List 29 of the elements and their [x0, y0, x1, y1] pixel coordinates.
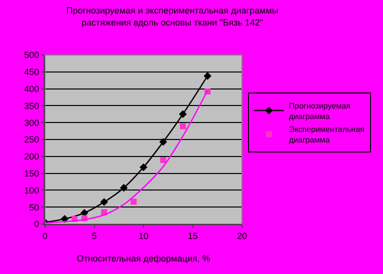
point [204, 72, 212, 80]
x-axis-title: Относительная деформация, % [76, 254, 210, 264]
y-tick-label: 250 [24, 134, 40, 145]
y-tick-label: 400 [24, 84, 40, 94]
x-tick-label: 20 [236, 230, 248, 241]
point [179, 110, 187, 118]
chart-title: Прогнозируемая и экспериментальная диаграммы растяжения вдоль основы ткани "Бязь 142" [66, 6, 278, 28]
y-tick-label: 300 [24, 118, 40, 128]
legend-label: Прогнозируемая диаграмма [288, 101, 350, 121]
y-tick-label: 200 [24, 152, 40, 162]
y-tick-label: 350 [24, 100, 40, 111]
y-tick-label: 0 [34, 219, 40, 230]
y-tick-label: 150 [24, 168, 40, 178]
x-tick-label: 5 [92, 230, 97, 241]
legend-label: Экспериментальная диаграмма [288, 125, 364, 145]
x-tick-label: 0 [42, 230, 48, 241]
x-tick-label: 15 [188, 230, 198, 241]
point [159, 138, 168, 146]
x-tick-label: 10 [138, 230, 149, 241]
point [120, 184, 128, 192]
y-tick-label: 100 [24, 185, 40, 196]
y-tick-label: 500 [24, 50, 40, 60]
y-tick-label: 50 [29, 202, 40, 212]
y-tick-label: 450 [24, 67, 40, 78]
point [140, 163, 148, 172]
point [100, 198, 108, 206]
point [130, 198, 137, 205]
point [160, 157, 166, 164]
point [180, 123, 186, 130]
